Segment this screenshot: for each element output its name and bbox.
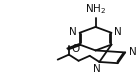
Text: N: N bbox=[114, 27, 122, 37]
Text: N: N bbox=[128, 47, 136, 57]
Text: N: N bbox=[69, 27, 77, 37]
Text: NH$_2$: NH$_2$ bbox=[85, 3, 106, 16]
Text: N: N bbox=[93, 64, 101, 74]
Text: O: O bbox=[71, 44, 79, 54]
